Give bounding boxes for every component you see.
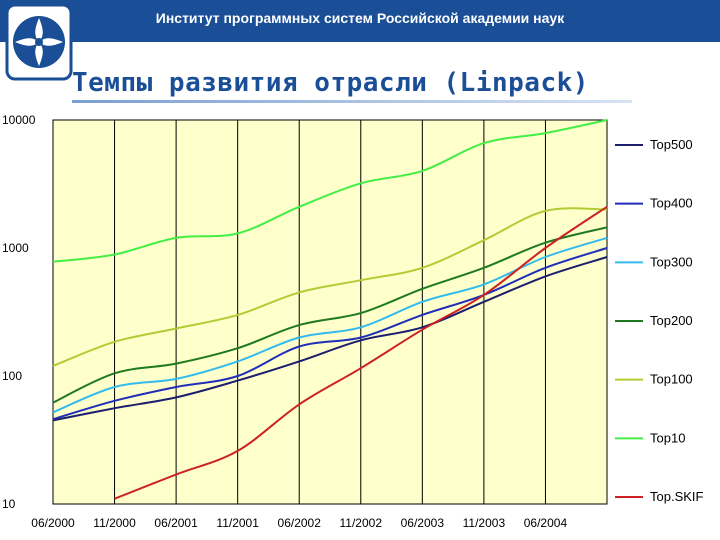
- series-line-top500: [52, 256, 608, 422]
- institute-name: Институт программных систем Российской а…: [155, 10, 565, 26]
- legend-label: Top10: [650, 430, 685, 445]
- series-line-top400: [52, 247, 608, 421]
- series-line-top100: [52, 207, 608, 367]
- page-title: Темпы развития отрасли (Linpack): [72, 68, 589, 98]
- y-tick-label: 10000: [2, 113, 36, 127]
- x-tick-label: 11/2002: [340, 516, 383, 530]
- x-tick-label: 06/2003: [401, 516, 445, 530]
- series-line-top10: [52, 119, 608, 263]
- x-axis-ticks: 06/2000 11/2000 06/2001 11/2001 06/2002 11/20…: [31, 516, 567, 530]
- series-line-top-skif: [114, 205, 608, 500]
- legend-label: Top200: [650, 313, 693, 328]
- header-banner: [0, 0, 720, 42]
- right-edge-strip: [706, 110, 720, 540]
- x-tick-label: 11/2003: [463, 516, 506, 530]
- legend-label: Top.SKIF: [650, 489, 704, 504]
- legend-label: Top100: [650, 372, 693, 387]
- legend-label: Top300: [650, 254, 693, 269]
- x-tick-label: 11/2000: [93, 516, 136, 530]
- x-tick-label: 06/2002: [278, 516, 322, 530]
- x-tick-label: 06/2001: [154, 516, 198, 530]
- x-tick-label: 06/2004: [524, 516, 568, 530]
- legend-label: Top400: [650, 196, 693, 211]
- legend-label: Top500: [650, 137, 693, 152]
- x-tick-label: 11/2001: [216, 516, 259, 530]
- y-tick-label: 100: [2, 369, 22, 383]
- x-tick-label: 06/2000: [31, 516, 75, 530]
- y-axis-ticks: 10 100 1000 10000: [2, 113, 36, 511]
- grid-lines: [114, 120, 546, 504]
- series-line-top200: [52, 226, 608, 404]
- linpack-chart: 10 100 1000 10000 06/2000 11/2000 06/2001 11/2…: [2, 113, 704, 530]
- y-tick-label: 10: [2, 497, 16, 511]
- y-tick-label: 1000: [2, 241, 29, 255]
- series-lines: [52, 119, 608, 500]
- plot-area: [52, 119, 608, 505]
- legend: Top500 Top400 Top300 Top200 Top100 Top10 Top.S…: [615, 137, 704, 504]
- title-underline: [72, 100, 632, 103]
- institute-logo-icon: [5, 3, 73, 81]
